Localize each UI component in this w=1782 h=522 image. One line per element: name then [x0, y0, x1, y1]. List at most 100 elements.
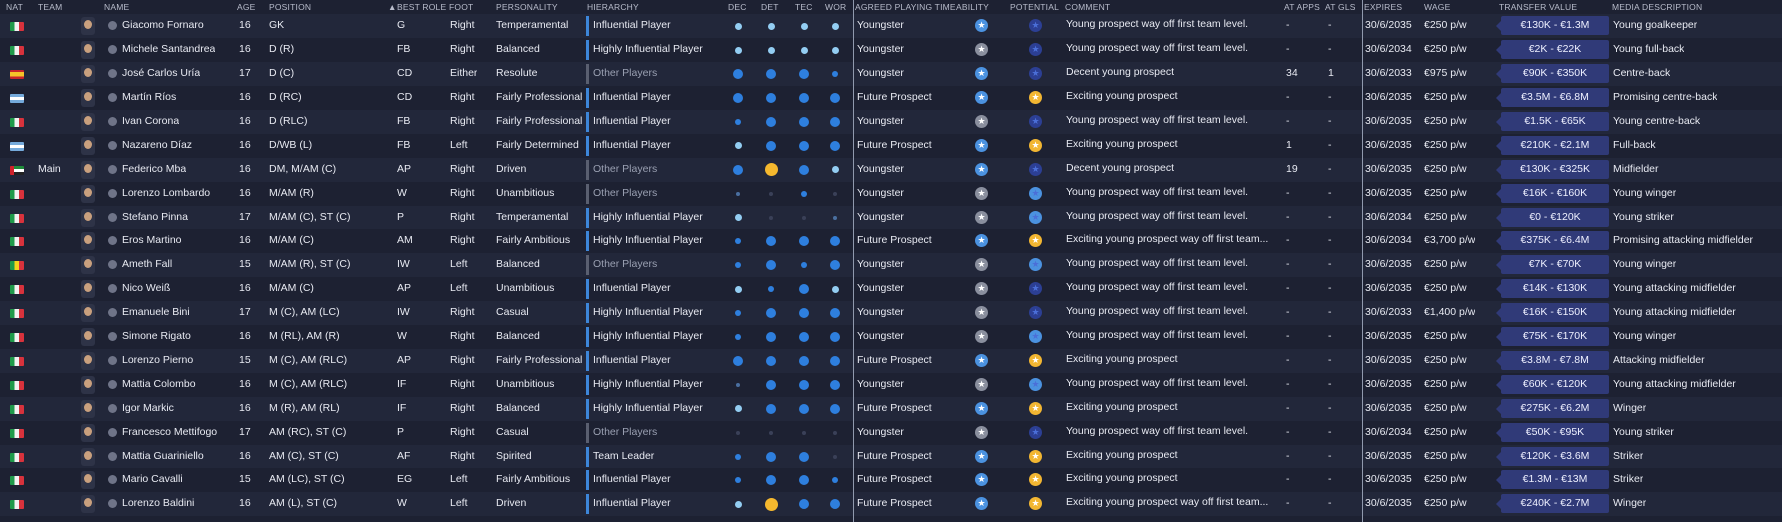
table-row[interactable]: Mattia Colombo 16 M (C), AM (RLC) IF Right Un… — [0, 372, 1782, 397]
potential-star-icon — [1029, 306, 1042, 320]
table-row[interactable]: Martín Ríos 16 D (RC) CD Right Fairly Profess… — [0, 86, 1782, 110]
header-nat[interactable]: NAT — [6, 2, 23, 12]
header-media-description[interactable]: MEDIA DESCRIPTION — [1612, 2, 1703, 12]
header-agreed-playing-time[interactable]: AGREED PLAYING TIME — [855, 2, 956, 12]
header-age[interactable]: AGE — [237, 2, 256, 12]
transfer-value-badge[interactable]: €2K - €22K — [1496, 40, 1609, 60]
header-expires[interactable]: EXPIRES — [1364, 2, 1403, 12]
header-at-gls[interactable]: AT GLS — [1325, 2, 1356, 12]
player-name-link[interactable]: Martín Ríos — [122, 91, 177, 103]
header-at-apps[interactable]: AT APPS — [1284, 2, 1321, 12]
header-personality[interactable]: PERSONALITY — [496, 2, 558, 12]
table-row[interactable]: Lorenzo Pierno 15 M (C), AM (RLC) AP Right Fa… — [0, 348, 1782, 373]
transfer-value-badge[interactable]: €120K - €3.6M — [1496, 446, 1609, 466]
player-name-link[interactable]: Emanuele Bini — [122, 306, 190, 319]
comment-cell: Exciting young prospect — [1066, 90, 1178, 102]
player-name-link[interactable]: José Carlos Uría — [122, 67, 201, 80]
transfer-value-badge[interactable]: €240K - €2.7M — [1496, 494, 1609, 514]
table-row[interactable]: Emanuele Bini 17 M (C), AM (LC) IW Right Casu… — [0, 301, 1782, 325]
player-name-link[interactable]: Nico Weiß — [122, 282, 171, 295]
hierarchy-cell: Highly Influential Player — [586, 397, 743, 421]
transfer-value-badge[interactable]: €16K - €150K — [1496, 303, 1609, 323]
player-name-link[interactable]: Mattia Colombo — [122, 377, 196, 390]
sort-arrow-icon[interactable]: ▲ — [388, 2, 397, 12]
transfer-value-badge[interactable]: €3.5M - €6.8M — [1496, 88, 1609, 107]
player-name-link[interactable]: Michele Santandrea — [122, 43, 216, 56]
table-row[interactable]: Lorenzo Baldini 16 AM (L), ST (C) W Left Driv… — [0, 492, 1782, 517]
player-name-link[interactable]: Federico Mba — [122, 162, 187, 175]
table-row[interactable]: Mario Cavalli 15 AM (LC), ST (C) EG Left Fair… — [0, 468, 1782, 493]
player-name-link[interactable]: Simone Rigato — [122, 330, 191, 342]
player-name-link[interactable]: Igor Markic — [122, 401, 174, 414]
header-potential[interactable]: POTENTIAL — [1010, 2, 1060, 12]
table-row[interactable]: Lorenzo Lombardo 16 M/AM (R) W Right Unambiti… — [0, 181, 1782, 206]
best-role-cell: W — [397, 497, 407, 510]
transfer-value-badge[interactable]: €14K - €130K — [1496, 279, 1609, 299]
player-name-link[interactable]: Ivan Corona — [122, 114, 180, 127]
player-name-link[interactable]: Lorenzo Pierno — [122, 353, 194, 366]
header-tec[interactable]: TEC — [795, 2, 813, 12]
transfer-value-badge[interactable]: €75K - €170K — [1496, 327, 1609, 346]
at-gls-cell: - — [1328, 449, 1332, 462]
attribute-dot-icon — [766, 332, 776, 342]
header-position[interactable]: POSITION — [269, 2, 312, 12]
header-transfer-value[interactable]: TRANSFER VALUE — [1499, 2, 1578, 12]
potential-star-icon — [1029, 162, 1042, 176]
player-name-link[interactable]: Mario Cavalli — [122, 473, 183, 486]
player-name-link[interactable]: Giacomo Fornaro — [122, 19, 204, 32]
transfer-value-badge[interactable]: €130K - €325K — [1496, 159, 1609, 179]
table-row[interactable]: Main Federico Mba 16 DM, M/AM (C) AP Right Dri… — [0, 157, 1782, 182]
header-wage[interactable]: WAGE — [1424, 2, 1451, 12]
header-det[interactable]: DET — [761, 2, 779, 12]
player-name-link[interactable]: Lorenzo Lombardo — [122, 186, 211, 199]
transfer-value-badge[interactable]: €210K - €2.1M — [1496, 135, 1609, 155]
table-row[interactable]: José Carlos Uría 17 D (C) CD Either Resolute O… — [0, 62, 1782, 86]
header-name[interactable]: NAME — [104, 2, 130, 12]
table-row[interactable]: Eros Martino 16 M/AM (C) AM Right Fairly Ambi… — [0, 229, 1782, 254]
table-row[interactable]: Giacomo Fornaro 16 GK G Right Temperamental In… — [0, 14, 1782, 39]
age-cell: 17 — [239, 210, 251, 223]
table-row[interactable]: Nico Weiß 16 M/AM (C) AP Left Unambitious Infl… — [0, 277, 1782, 302]
ability-star-icon — [975, 162, 988, 176]
table-row[interactable]: Mattia Guariniello 16 AM (C), ST (C) AF Righ… — [0, 444, 1782, 469]
transfer-value-badge[interactable]: €375K - €6.4M — [1496, 231, 1609, 251]
header-dec[interactable]: DEC — [728, 2, 747, 12]
contract-expires-cell: 30/6/2035 — [1365, 114, 1412, 127]
transfer-value-badge[interactable]: €3.8M - €7.8M — [1496, 350, 1609, 370]
transfer-value-badge[interactable]: €1.3M - €13M — [1496, 470, 1609, 490]
player-name-link[interactable]: Mattia Guariniello — [122, 449, 204, 462]
table-row[interactable]: Ameth Fall 15 M/AM (R), ST (C) IW Left Balanc… — [0, 253, 1782, 278]
header-comment[interactable]: COMMENT — [1065, 2, 1111, 12]
transfer-value-badge[interactable]: €130K - €1.3M — [1496, 16, 1609, 36]
player-name-link[interactable]: Lorenzo Baldini — [122, 497, 195, 510]
player-name-link[interactable]: Eros Martino — [122, 234, 182, 247]
transfer-value-badge[interactable]: €7K - €70K — [1496, 255, 1609, 275]
player-name-link[interactable]: Nazareno Díaz — [122, 138, 193, 151]
table-row[interactable]: Francesco Mettifogo 17 AM (RC), ST (C) P Rig… — [0, 420, 1782, 445]
table-row[interactable]: Igor Markic 16 M (R), AM (RL) IF Right Balanc… — [0, 396, 1782, 421]
transfer-value-badge[interactable]: €50K - €95K — [1496, 422, 1609, 442]
player-name-link[interactable]: Ameth Fall — [122, 258, 173, 271]
transfer-value-badge[interactable]: €90K - €350K — [1496, 64, 1609, 84]
header-hierarchy[interactable]: HIERARCHY — [587, 2, 639, 12]
header-foot[interactable]: FOOT — [449, 2, 474, 12]
transfer-value-badge[interactable]: €275K - €6.2M — [1496, 398, 1609, 418]
player-name-link[interactable]: Stefano Pinna — [122, 210, 188, 223]
table-row[interactable]: Simone Rigato 16 M (RL), AM (R) W Right Balan… — [0, 325, 1782, 349]
transfer-value-badge[interactable]: €16K - €160K — [1496, 183, 1609, 203]
player-name-link[interactable]: Francesco Mettifogo — [122, 425, 218, 438]
header-wor[interactable]: WOR — [825, 2, 847, 12]
header-team[interactable]: TEAM — [38, 2, 63, 12]
transfer-value-badge[interactable]: €0 - €120K — [1496, 207, 1609, 227]
table-row[interactable]: Ivan Corona 16 D (RLC) FB Right Fairly Profes… — [0, 109, 1782, 134]
foot-cell: Right — [450, 377, 475, 390]
table-row[interactable]: Nazareno Díaz 16 D/WB (L) FB Left Fairly Dete… — [0, 133, 1782, 158]
media-description-cell: Midfielder — [1613, 162, 1659, 175]
header-best-role[interactable]: BEST ROLE — [397, 2, 447, 12]
table-row[interactable]: Stefano Pinna 17 M/AM (C), ST (C) P Right Tem… — [0, 205, 1782, 230]
transfer-value-badge[interactable]: €60K - €120K — [1496, 374, 1609, 394]
contract-expires-cell: 30/6/2035 — [1365, 401, 1412, 414]
table-row[interactable]: Michele Santandrea 16 D (R) FB Right Balanced… — [0, 38, 1782, 63]
transfer-value-badge[interactable]: €1.5K - €65K — [1496, 111, 1609, 131]
header-ability[interactable]: ABILITY — [956, 2, 990, 12]
